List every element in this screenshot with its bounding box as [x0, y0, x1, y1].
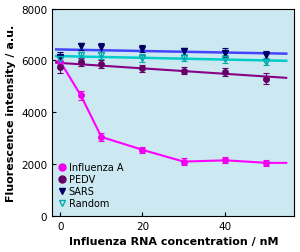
- Legend: Influenza A, PEDV, SARS, Random: Influenza A, PEDV, SARS, Random: [57, 160, 126, 211]
- X-axis label: Influenza RNA concentration / nM: Influenza RNA concentration / nM: [68, 237, 278, 246]
- Y-axis label: Fluorescence intensity / a.u.: Fluorescence intensity / a.u.: [6, 24, 16, 201]
